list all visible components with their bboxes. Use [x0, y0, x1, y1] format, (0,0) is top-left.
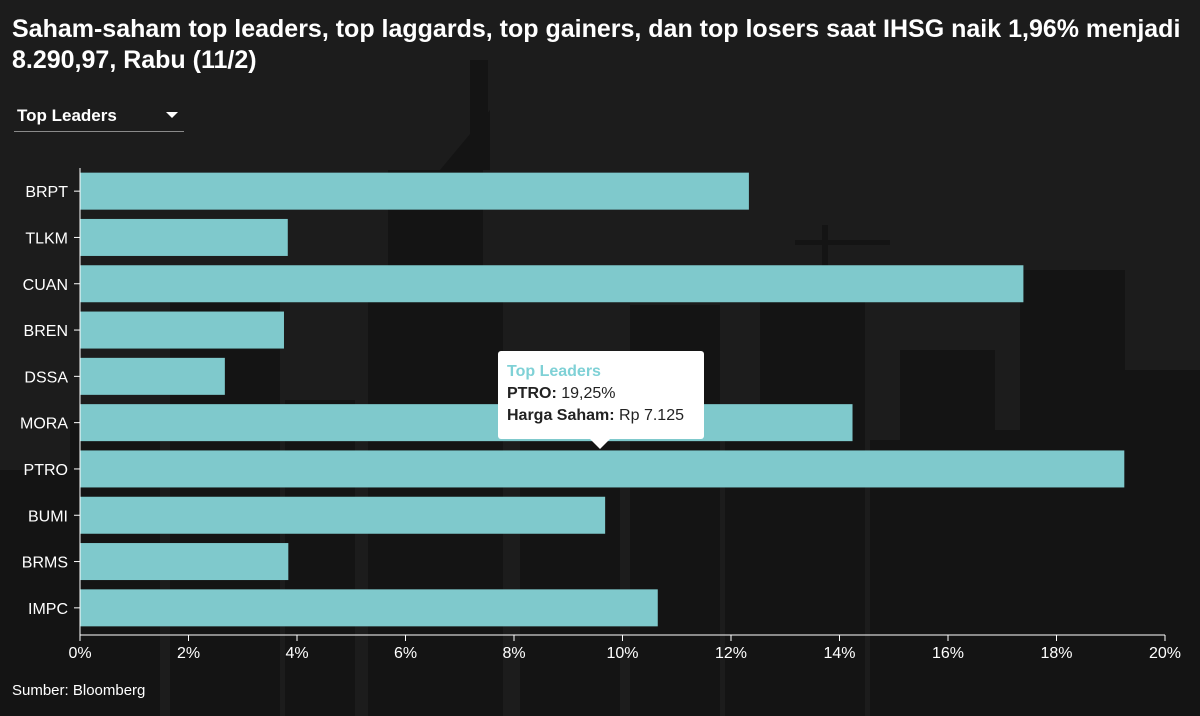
chart-title: Saham-saham top leaders, top laggards, t…	[12, 15, 1181, 74]
x-tick-label: 10%	[606, 645, 638, 662]
y-tick-label: PTRO	[24, 462, 68, 479]
y-tick-label: MORA	[20, 416, 68, 433]
bar-cuan[interactable]	[80, 265, 1024, 303]
y-tick-label: IMPC	[28, 601, 68, 618]
y-tick-label: BUMI	[28, 508, 68, 525]
dropdown-selected-label: Top Leaders	[17, 106, 117, 125]
bar-dssa[interactable]	[80, 357, 225, 395]
x-tick-label: 8%	[502, 645, 525, 662]
y-tick-label: BREN	[24, 323, 68, 340]
y-tick-label: TLKM	[25, 230, 68, 247]
y-tick-label: BRPT	[25, 184, 68, 201]
x-tick-label: 18%	[1040, 645, 1072, 662]
x-tick-label: 0%	[68, 645, 91, 662]
bar-ptro[interactable]	[80, 450, 1125, 488]
source-note: Sumber: Bloomberg	[12, 682, 146, 699]
bar-tlkm[interactable]	[80, 218, 288, 256]
x-tick-label: 6%	[394, 645, 417, 662]
x-tick-label: 20%	[1149, 645, 1181, 662]
bar-impc[interactable]	[80, 589, 658, 627]
chevron-down-icon	[166, 112, 178, 118]
bar-brms[interactable]	[80, 543, 289, 581]
x-tick-label: 16%	[932, 645, 964, 662]
bar-bren[interactable]	[80, 311, 284, 349]
x-tick-label: 4%	[285, 645, 308, 662]
y-tick-label: CUAN	[23, 277, 68, 294]
bar-bumi[interactable]	[80, 496, 606, 534]
x-tick-label: 14%	[823, 645, 855, 662]
y-tick-label: DSSA	[24, 369, 68, 386]
x-tick-label: 12%	[715, 645, 747, 662]
y-tick-label: BRMS	[22, 555, 68, 572]
x-tick-label: 2%	[177, 645, 200, 662]
bar-brpt[interactable]	[80, 172, 749, 210]
bar-mora[interactable]	[80, 404, 853, 442]
category-dropdown[interactable]: Top Leaders	[14, 101, 184, 132]
